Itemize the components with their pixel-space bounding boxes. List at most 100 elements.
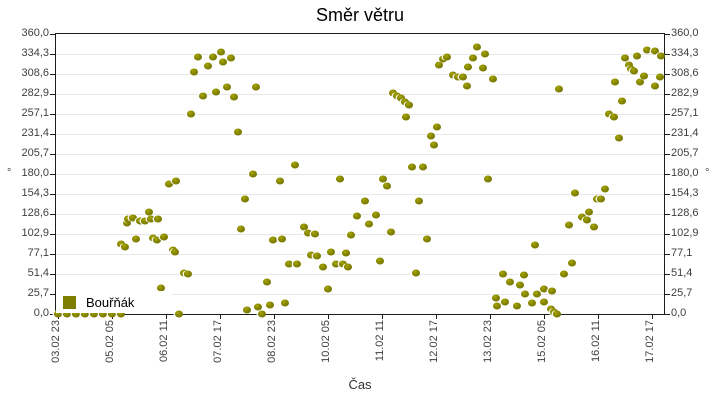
data-point bbox=[222, 83, 231, 91]
data-point bbox=[615, 134, 623, 142]
data-point bbox=[548, 287, 557, 295]
data-point bbox=[183, 270, 192, 278]
y-tick-label: 128,6 bbox=[671, 207, 699, 219]
data-point bbox=[306, 251, 315, 259]
data-point bbox=[290, 161, 299, 169]
y-tick-mark bbox=[50, 134, 55, 135]
data-point bbox=[585, 208, 594, 216]
data-point bbox=[342, 249, 351, 257]
data-point bbox=[433, 123, 442, 131]
x-tick-mark bbox=[652, 315, 653, 319]
plot-area bbox=[50, 33, 670, 319]
data-point bbox=[419, 163, 428, 171]
data-point bbox=[520, 271, 529, 279]
data-point bbox=[266, 301, 275, 309]
gridline bbox=[56, 174, 664, 175]
gridline bbox=[56, 94, 664, 95]
data-point bbox=[382, 182, 391, 190]
data-point bbox=[90, 310, 99, 318]
data-point bbox=[630, 67, 639, 75]
x-tick-label: 13.02 23 bbox=[482, 320, 494, 363]
y-tick-label: 154,3 bbox=[21, 187, 49, 199]
x-tick-label: 10.02 05 bbox=[320, 320, 332, 363]
y-tick-label: 360,0 bbox=[671, 27, 699, 39]
y-tick-label: 0,0 bbox=[671, 307, 687, 319]
data-point bbox=[311, 230, 319, 238]
data-point bbox=[481, 50, 490, 58]
data-point bbox=[464, 63, 473, 71]
y-tick-mark bbox=[665, 74, 670, 75]
gridline bbox=[56, 234, 664, 235]
data-point bbox=[642, 46, 651, 54]
data-point bbox=[453, 73, 462, 81]
data-point bbox=[515, 281, 524, 289]
x-tick-label: 03.02 23 bbox=[50, 320, 62, 363]
data-point bbox=[568, 259, 577, 267]
y-axis-unit-right: ° bbox=[705, 167, 710, 179]
data-point bbox=[318, 263, 327, 271]
data-point bbox=[165, 180, 174, 188]
data-point bbox=[117, 310, 126, 318]
y-tick-mark bbox=[665, 154, 670, 155]
data-point bbox=[323, 285, 332, 293]
data-point bbox=[500, 298, 509, 306]
y-tick-mark bbox=[50, 294, 55, 295]
data-point bbox=[506, 278, 515, 286]
data-point bbox=[145, 208, 154, 216]
y-tick-mark bbox=[665, 214, 670, 215]
data-point bbox=[190, 68, 199, 76]
data-point bbox=[253, 303, 262, 311]
y-tick-label: 205,7 bbox=[671, 147, 699, 159]
data-point bbox=[449, 71, 458, 79]
y-tick-mark bbox=[665, 114, 670, 115]
data-point bbox=[411, 269, 420, 277]
data-point bbox=[332, 260, 341, 268]
x-tick-mark bbox=[220, 315, 221, 319]
data-point bbox=[621, 54, 630, 62]
data-point bbox=[371, 211, 380, 219]
y-axis-unit-left: ° bbox=[7, 167, 12, 179]
data-point bbox=[269, 236, 278, 244]
data-point bbox=[326, 248, 335, 256]
data-point bbox=[596, 195, 605, 203]
y-tick-mark bbox=[665, 54, 670, 55]
data-point bbox=[469, 54, 478, 62]
data-point bbox=[233, 128, 242, 136]
x-tick-mark bbox=[166, 315, 167, 319]
x-tick-label: 17.02 17 bbox=[644, 320, 656, 363]
data-point bbox=[132, 235, 141, 243]
data-point bbox=[236, 225, 245, 233]
y-tick-mark bbox=[50, 114, 55, 115]
data-point bbox=[402, 113, 411, 121]
gridline bbox=[56, 134, 664, 135]
data-point bbox=[571, 189, 580, 197]
y-tick-label: 0,0 bbox=[33, 307, 49, 319]
data-point bbox=[292, 260, 301, 268]
data-point bbox=[590, 223, 599, 231]
data-point bbox=[472, 43, 481, 51]
y-tick-label: 180,0 bbox=[21, 167, 49, 179]
data-point bbox=[194, 53, 203, 61]
x-tick-mark bbox=[382, 315, 383, 319]
y-tick-label: 308,6 bbox=[671, 67, 699, 79]
y-tick-label: 51,4 bbox=[671, 267, 693, 279]
y-tick-mark bbox=[665, 274, 670, 275]
y-tick-mark bbox=[50, 274, 55, 275]
data-point bbox=[160, 233, 169, 241]
y-tick-mark bbox=[665, 234, 670, 235]
y-tick-label: 128,6 bbox=[21, 207, 49, 219]
y-tick-label: 282,9 bbox=[671, 87, 699, 99]
x-tick-label: 11.02 11 bbox=[374, 320, 386, 362]
data-point bbox=[227, 54, 236, 62]
data-point bbox=[152, 236, 161, 244]
y-tick-mark bbox=[665, 94, 670, 95]
data-point bbox=[171, 248, 180, 256]
x-tick-mark bbox=[274, 315, 275, 319]
gridline bbox=[56, 254, 664, 255]
data-point bbox=[174, 310, 183, 318]
y-tick-label: 102,9 bbox=[21, 227, 49, 239]
data-point bbox=[552, 310, 561, 318]
y-tick-mark bbox=[50, 54, 55, 55]
data-point bbox=[199, 92, 208, 100]
data-point bbox=[129, 214, 138, 222]
